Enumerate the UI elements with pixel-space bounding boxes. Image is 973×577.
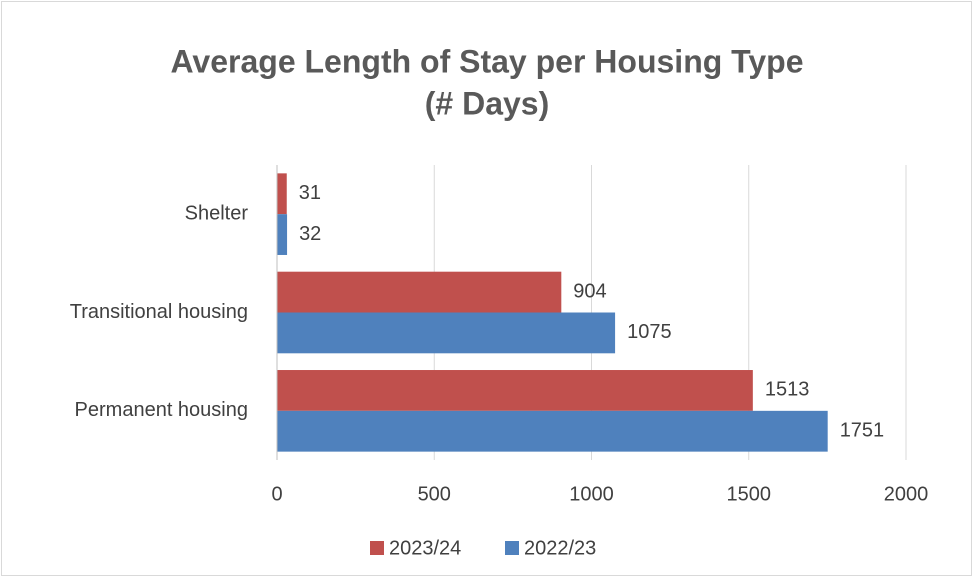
y-tick-label: Shelter bbox=[185, 202, 249, 224]
bar bbox=[277, 214, 288, 255]
x-tick-label: 0 bbox=[271, 483, 282, 505]
chart-title: Average Length of Stay per Housing Type bbox=[171, 43, 804, 79]
legend-label: 2023/24 bbox=[389, 537, 461, 559]
data-label: 1751 bbox=[840, 420, 885, 442]
bar bbox=[277, 312, 616, 354]
bar bbox=[277, 271, 562, 313]
data-label: 1513 bbox=[765, 379, 810, 401]
x-tick-label: 2000 bbox=[884, 483, 929, 505]
x-tick-label: 500 bbox=[418, 483, 451, 505]
legend-label: 2022/23 bbox=[524, 537, 596, 559]
y-tick-label: Permanent housing bbox=[75, 399, 248, 421]
legend-swatch bbox=[370, 541, 384, 555]
data-label: 904 bbox=[573, 280, 606, 302]
y-tick-label: Transitional housing bbox=[70, 301, 248, 323]
legend-swatch bbox=[505, 541, 519, 555]
bar bbox=[277, 173, 287, 215]
chart-title: (# Days) bbox=[425, 85, 550, 121]
x-tick-label: 1000 bbox=[569, 483, 614, 505]
data-label: 32 bbox=[299, 223, 321, 245]
x-tick-label: 1500 bbox=[727, 483, 772, 505]
data-label: 31 bbox=[299, 182, 321, 204]
data-label: 1075 bbox=[627, 321, 672, 343]
bar bbox=[277, 370, 753, 411]
bar bbox=[277, 410, 828, 452]
